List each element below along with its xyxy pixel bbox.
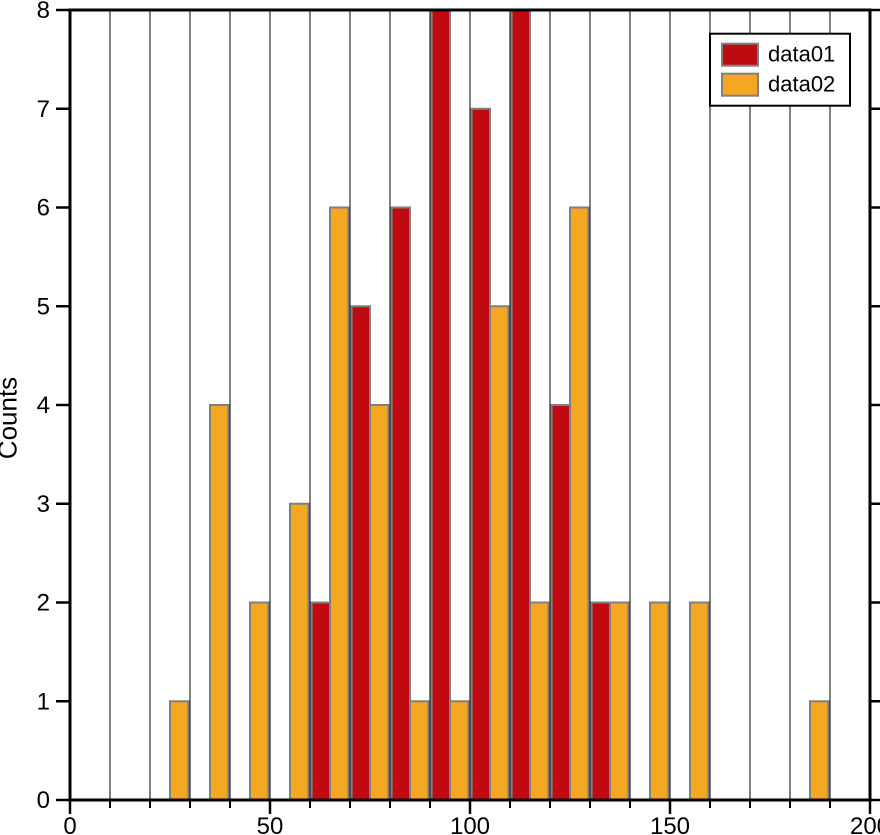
legend-label: data01 bbox=[768, 42, 835, 67]
bar-data02 bbox=[410, 701, 428, 800]
bar-data02 bbox=[450, 701, 468, 800]
bar-data02 bbox=[330, 208, 348, 801]
y-tick-label: 8 bbox=[37, 0, 50, 24]
y-tick-label: 5 bbox=[37, 293, 50, 320]
x-tick-label: 200 bbox=[850, 813, 880, 835]
bar-data01 bbox=[592, 603, 610, 801]
y-tick-label: 7 bbox=[37, 96, 50, 123]
bar-data02 bbox=[810, 701, 828, 800]
histogram-chart: Counts 0 50 100 150 200 0 1 2 3 4 5 6 7 8 data01 data02 bbox=[0, 0, 880, 835]
y-tick-label: 4 bbox=[37, 392, 50, 419]
chart-svg: 0 50 100 150 200 0 1 2 3 4 5 6 7 8 data01 data02 bbox=[0, 0, 880, 835]
bar-data02 bbox=[570, 208, 588, 801]
y-tick-label: 0 bbox=[37, 787, 50, 814]
y-tick-label: 1 bbox=[37, 688, 50, 715]
legend-swatch bbox=[722, 44, 758, 66]
bar-data02 bbox=[210, 405, 228, 800]
y-tick-label: 3 bbox=[37, 491, 50, 518]
bar-data02 bbox=[530, 603, 548, 801]
x-tick-label: 100 bbox=[450, 813, 490, 835]
bar-data02 bbox=[250, 603, 268, 801]
bar-data01 bbox=[352, 306, 370, 800]
legend-label: data02 bbox=[768, 72, 835, 97]
bar-data01 bbox=[392, 208, 410, 801]
bar-data01 bbox=[472, 109, 490, 800]
bar-data02 bbox=[610, 603, 628, 801]
x-tick-label: 50 bbox=[257, 813, 284, 835]
bar-data01 bbox=[432, 10, 450, 800]
bar-data02 bbox=[370, 405, 388, 800]
x-tick-label: 0 bbox=[63, 813, 76, 835]
x-tick-label: 150 bbox=[650, 813, 690, 835]
legend-swatch bbox=[722, 74, 758, 96]
bar-data01 bbox=[312, 603, 330, 801]
bar-data01 bbox=[552, 405, 570, 800]
y-tick-label: 6 bbox=[37, 195, 50, 222]
bar-data02 bbox=[170, 701, 188, 800]
bar-data02 bbox=[290, 504, 308, 800]
bar-data02 bbox=[490, 306, 508, 800]
bar-data01 bbox=[512, 10, 530, 800]
y-axis-label: Counts bbox=[0, 376, 24, 458]
bar-data02 bbox=[690, 603, 708, 801]
bar-data02 bbox=[650, 603, 668, 801]
y-tick-label: 2 bbox=[37, 590, 50, 617]
